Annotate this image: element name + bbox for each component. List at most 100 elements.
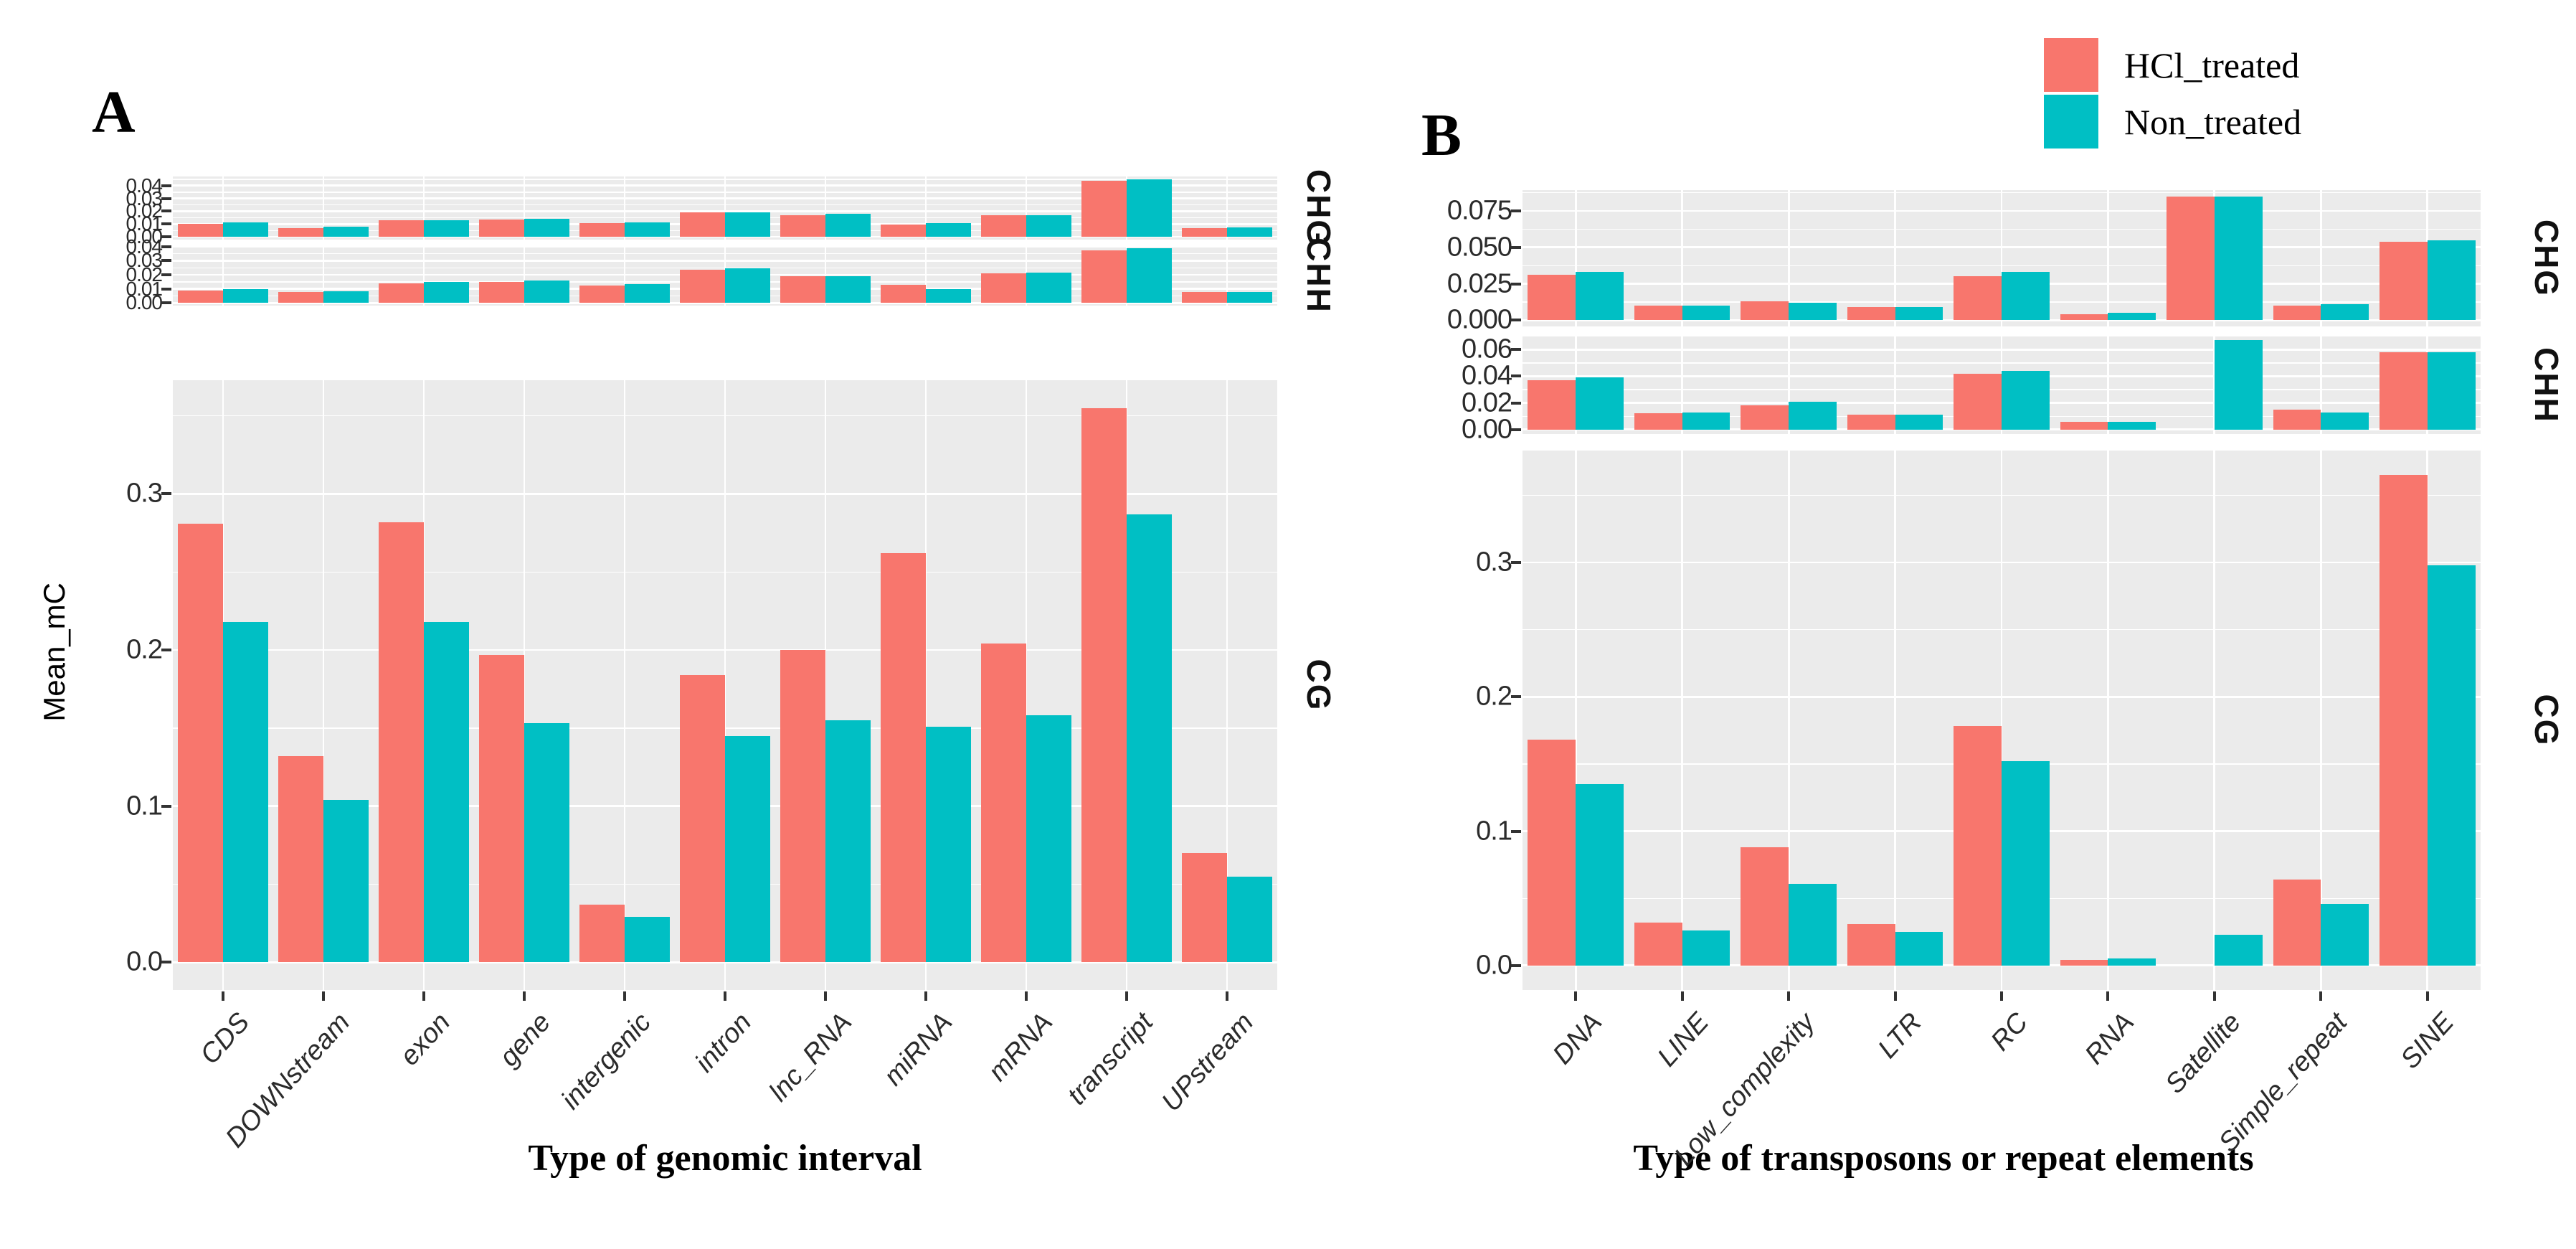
- bar-Non_treated-gene: [524, 723, 569, 963]
- x-category-label: DNA: [1547, 1007, 1609, 1070]
- y-tick-mark: [161, 259, 171, 263]
- x-tick-mark: [724, 991, 726, 1001]
- bar-Non_treated-mRNA: [1026, 215, 1071, 237]
- y-tick-label: 0.00: [126, 291, 163, 314]
- y-tick-mark: [161, 649, 171, 652]
- y-tick-mark: [161, 287, 171, 291]
- bar-Non_treated-SINE: [2427, 565, 2476, 966]
- bar-Non_treated-miRNA: [926, 726, 971, 963]
- x-tick-mark: [1680, 991, 1684, 1001]
- y-tick-mark: [1511, 695, 1521, 699]
- bar-HCl_treated-gene: [479, 281, 524, 303]
- bar-Non_treated-DNA: [1576, 377, 1624, 430]
- x-tick-mark: [1226, 991, 1228, 1001]
- non-treated-swatch: [2044, 95, 2098, 149]
- bar-HCl_treated-intergenic: [579, 285, 625, 303]
- x-tick-mark: [2106, 991, 2110, 1001]
- bar-Non_treated-LTR: [1895, 415, 1943, 430]
- category-gridline: [2107, 336, 2109, 434]
- x-category-label: exon: [394, 1007, 457, 1072]
- category-gridline: [1681, 190, 1684, 326]
- bar-HCl_treated-miRNA: [881, 553, 926, 963]
- bar-HCl_treated-mRNA: [981, 215, 1026, 237]
- y-tick-label: 0.02: [126, 199, 163, 222]
- x-tick-mark: [322, 991, 325, 1001]
- y-tick-mark: [1511, 319, 1521, 322]
- category-gridline: [2319, 451, 2322, 990]
- facet-strip-CG: CG: [2528, 694, 2565, 747]
- x-tick-mark: [1025, 991, 1028, 1001]
- facet-panel-B-CHG: [1523, 190, 2481, 326]
- y-tick-label: 0.02: [1462, 387, 1512, 418]
- category-gridline: [1681, 451, 1684, 990]
- bar-Non_treated-Simple_repeat: [2321, 412, 2369, 430]
- y-tick-label: 0.075: [1446, 195, 1512, 226]
- x-tick-mark: [924, 991, 927, 1001]
- bar-HCl_treated-intergenic: [579, 223, 625, 237]
- category-gridline: [1787, 336, 1790, 434]
- category-gridline: [523, 245, 526, 306]
- y-tick-mark: [161, 301, 171, 305]
- legend-label-non-treated: Non_treated: [2124, 101, 2302, 142]
- category-gridline: [1787, 190, 1790, 326]
- y-tick-label: 0.1: [126, 791, 163, 821]
- y-tick-label: 0.2: [126, 634, 163, 665]
- bar-HCl_treated-Satellite: [2167, 196, 2215, 321]
- bar-Non_treated-LTR: [1895, 307, 1943, 321]
- y-tick-label: 0.2: [1476, 681, 1512, 712]
- category-gridline: [322, 245, 325, 306]
- bar-Non_treated-UPstream: [1227, 291, 1272, 303]
- bar-HCl_treated-RC: [1954, 276, 2002, 321]
- bar-HCl_treated-transcript: [1081, 250, 1127, 303]
- y-tick-label: 0.06: [1462, 334, 1512, 364]
- bar-Non_treated-DOWNstream: [323, 291, 369, 303]
- x-tick-mark: [1787, 991, 1791, 1001]
- y-tick-label: 0.01: [126, 277, 163, 300]
- bar-Non_treated-LINE: [1682, 930, 1730, 966]
- bar-HCl_treated-DOWNstream: [278, 291, 323, 303]
- x-tick-mark: [1125, 991, 1128, 1001]
- category-gridline: [1226, 176, 1228, 240]
- bar-Non_treated-mRNA: [1026, 715, 1071, 963]
- y-tick-label: 0.03: [126, 249, 163, 272]
- bar-Non_treated-CDS: [223, 621, 268, 963]
- bar-Non_treated-intron: [725, 735, 770, 963]
- bar-HCl_treated-gene: [479, 654, 524, 963]
- category-gridline: [523, 176, 526, 240]
- facet-strip-CHG: CHG: [2528, 219, 2565, 298]
- category-gridline: [1574, 190, 1577, 326]
- bar-Non_treated-intergenic: [625, 283, 670, 303]
- y-tick-mark: [1511, 282, 1521, 286]
- bar-HCl_treated-transcript: [1081, 180, 1127, 237]
- x-category-label: mRNA: [982, 1007, 1059, 1088]
- y-tick-label: 0.0: [126, 946, 163, 977]
- bar-HCl_treated-Low_complexity: [1741, 405, 1789, 430]
- legend: HCl_treated Non_treated: [2044, 38, 2301, 151]
- bar-Non_treated-Satellite: [2214, 340, 2263, 430]
- bar-HCl_treated-RNA: [2060, 960, 2108, 966]
- bar-HCl_treated-DNA: [1528, 740, 1576, 966]
- category-gridline: [1574, 451, 1577, 990]
- y-tick-label: 0.00: [1462, 414, 1512, 445]
- y-tick-label: 0.04: [126, 235, 163, 258]
- y-tick-mark: [1511, 428, 1521, 431]
- x-tick-mark: [1574, 991, 1578, 1001]
- x-category-label: RC: [1985, 1007, 2035, 1057]
- category-gridline: [422, 245, 425, 306]
- category-gridline: [322, 176, 325, 240]
- bar-Non_treated-Satellite: [2214, 196, 2263, 321]
- bar-Non_treated-exon: [424, 220, 469, 237]
- bar-Non_treated-LINE: [1682, 412, 1730, 430]
- category-gridline: [1226, 380, 1228, 990]
- category-gridline: [1894, 336, 1896, 434]
- x-tick-mark: [2000, 991, 2003, 1001]
- bar-Non_treated-miRNA: [926, 223, 971, 237]
- bar-Non_treated-LINE: [1682, 306, 1730, 321]
- bar-Non_treated-Low_complexity: [1789, 883, 1837, 966]
- x-category-label: intergenic: [555, 1007, 658, 1116]
- bar-Non_treated-RNA: [2108, 421, 2156, 430]
- bar-HCl_treated-RNA: [2060, 314, 2108, 321]
- y-tick-mark: [1511, 374, 1521, 378]
- bar-Non_treated-intron: [725, 212, 770, 237]
- bar-HCl_treated-RC: [1954, 373, 2002, 430]
